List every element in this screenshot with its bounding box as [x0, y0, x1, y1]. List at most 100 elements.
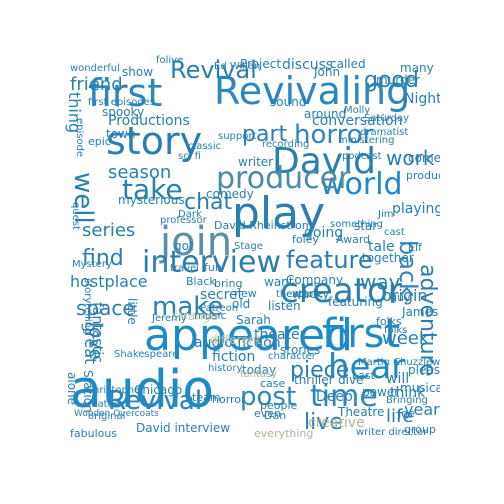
cloud-word: original — [88, 411, 126, 422]
cloud-word: bring — [214, 277, 243, 290]
cloud-word: take — [122, 173, 183, 206]
cloud-word: want — [264, 275, 294, 289]
cloud-word: feature — [286, 246, 373, 274]
cloud-word: think — [390, 385, 426, 401]
cloud-word: Night — [404, 91, 440, 107]
cloud-word: part — [242, 122, 288, 147]
cloud-word: Elf — [408, 241, 422, 254]
cloud-word: fabulous — [70, 427, 118, 440]
cloud-word: folive — [156, 55, 184, 66]
cloud-word: David — [272, 141, 376, 182]
cloud-word: murder — [376, 73, 420, 87]
cloud-word: quest — [70, 202, 81, 230]
cloud-word: theater — [276, 289, 313, 300]
cloud-word: travel — [170, 263, 200, 274]
cloud-word: Ed Willan — [214, 61, 261, 72]
cloud-word: Black — [186, 275, 216, 288]
cloud-word: different — [210, 333, 261, 347]
cloud-word: epic — [88, 135, 111, 148]
cloud-word: everything — [254, 427, 314, 440]
cloud-word: Martin Chuzzlewit — [358, 357, 440, 368]
cloud-word: character — [268, 351, 316, 362]
cloud-word: podcast — [342, 151, 382, 162]
cloud-word: alone — [65, 372, 79, 406]
cloud-word: many — [400, 61, 434, 75]
cloud-word: produced — [406, 169, 440, 182]
cloud-word: recording — [262, 139, 310, 150]
cloud-word: Deep — [316, 389, 353, 405]
cloud-word: dramatist — [360, 127, 409, 138]
cloud-word: post — [240, 382, 297, 412]
cloud-word: professor — [160, 215, 207, 226]
cloud-word: work — [386, 146, 435, 170]
cloud-word: first — [322, 311, 401, 357]
cloud-word: spooky — [102, 105, 145, 119]
cloud-word: interview — [142, 245, 281, 280]
cloud-word: foley — [292, 233, 319, 246]
cloud-word: star — [354, 219, 378, 233]
cloud-word: mysterious — [118, 193, 185, 207]
cloud-word: old — [232, 297, 251, 311]
cloud-word: featuring — [328, 295, 383, 309]
cloud-word: Revival — [170, 56, 257, 84]
cloud-word: storytelling — [82, 278, 93, 335]
cloud-word: first episodes — [88, 97, 156, 108]
cloud-word: power — [362, 385, 400, 399]
cloud-word: year — [404, 400, 440, 419]
cloud-word: case — [260, 377, 286, 390]
cloud-word: music — [194, 309, 227, 322]
cloud-word: town — [106, 127, 136, 141]
cloud-word: wacky — [292, 287, 330, 301]
cloud-word: David interview — [136, 421, 231, 435]
cloud-word: folks — [376, 315, 402, 328]
cloud-word: Project — [240, 57, 282, 71]
cloud-word: join — [160, 219, 233, 265]
cloud-word: ministering — [338, 135, 395, 146]
cloud-word: comedy — [206, 187, 254, 201]
cloud-word: explore — [286, 289, 324, 300]
cloud-word: history — [208, 363, 243, 374]
cloud-word: guy — [390, 291, 411, 304]
cloud-word: hear — [328, 347, 406, 387]
cloud-word: Revival — [108, 386, 203, 416]
cloud-word: group — [404, 423, 436, 436]
cloud-word: folks — [384, 325, 408, 336]
cloud-word: fiction — [212, 349, 256, 365]
cloud-word: good — [364, 68, 419, 93]
cloud-word: Wooden Overcoats — [74, 409, 159, 419]
cloud-word: stories — [280, 343, 321, 357]
cloud-word: fantasy — [240, 369, 278, 380]
cloud-word: Dan — [264, 409, 287, 422]
cloud-word: friend — [70, 74, 123, 95]
cloud-word: fun — [204, 261, 222, 274]
cloud-word: today — [242, 363, 277, 377]
cloud-word: make — [152, 292, 224, 322]
cloud-word: life — [386, 406, 414, 427]
cloud-word: writer director — [356, 427, 428, 438]
cloud-word: John — [314, 65, 341, 79]
cloud-word: creative — [308, 415, 365, 431]
cloud-word: got — [174, 239, 194, 253]
cloud-word: team — [192, 391, 221, 404]
cloud-word: conversation — [312, 113, 403, 129]
cloud-word: hostplace — [70, 272, 148, 291]
cloud-word: story — [106, 119, 203, 163]
cloud-word: Theatre — [338, 405, 385, 419]
cloud-word: classic — [188, 141, 222, 152]
cloud-word: dive — [338, 373, 364, 387]
cloud-word: live — [304, 410, 343, 435]
cloud-word: writer — [238, 155, 274, 169]
cloud-word: play — [232, 188, 326, 239]
cloud-word: tale — [368, 239, 395, 255]
cloud-word: Jim — [378, 209, 394, 220]
cloud-word: Jeremy — [152, 313, 187, 324]
cloud-word: theater — [254, 327, 306, 343]
cloud-word: audio — [70, 360, 215, 420]
cloud-word: pleasure — [408, 363, 440, 377]
cloud-word: Last — [352, 369, 375, 382]
cloud-word: musical — [400, 381, 440, 395]
cloud-word: new — [234, 287, 257, 300]
cloud-word: chat — [184, 190, 233, 215]
cloud-word: Patreon — [200, 303, 239, 314]
cloud-word: Award — [336, 233, 371, 246]
